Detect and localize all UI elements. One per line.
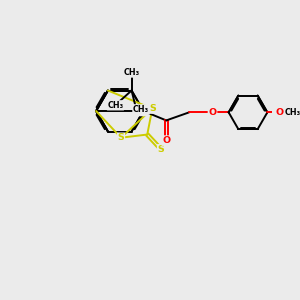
Text: O: O bbox=[162, 136, 170, 145]
Text: S: S bbox=[149, 104, 156, 113]
Text: S: S bbox=[118, 133, 124, 142]
Text: O: O bbox=[275, 108, 284, 117]
Text: S: S bbox=[158, 145, 164, 154]
Text: CH₃: CH₃ bbox=[107, 101, 124, 110]
Text: CH₃: CH₃ bbox=[133, 105, 149, 114]
Text: CH₃: CH₃ bbox=[285, 108, 300, 117]
Text: CH₃: CH₃ bbox=[124, 68, 140, 77]
Text: O: O bbox=[208, 108, 217, 117]
Text: N: N bbox=[140, 106, 147, 116]
